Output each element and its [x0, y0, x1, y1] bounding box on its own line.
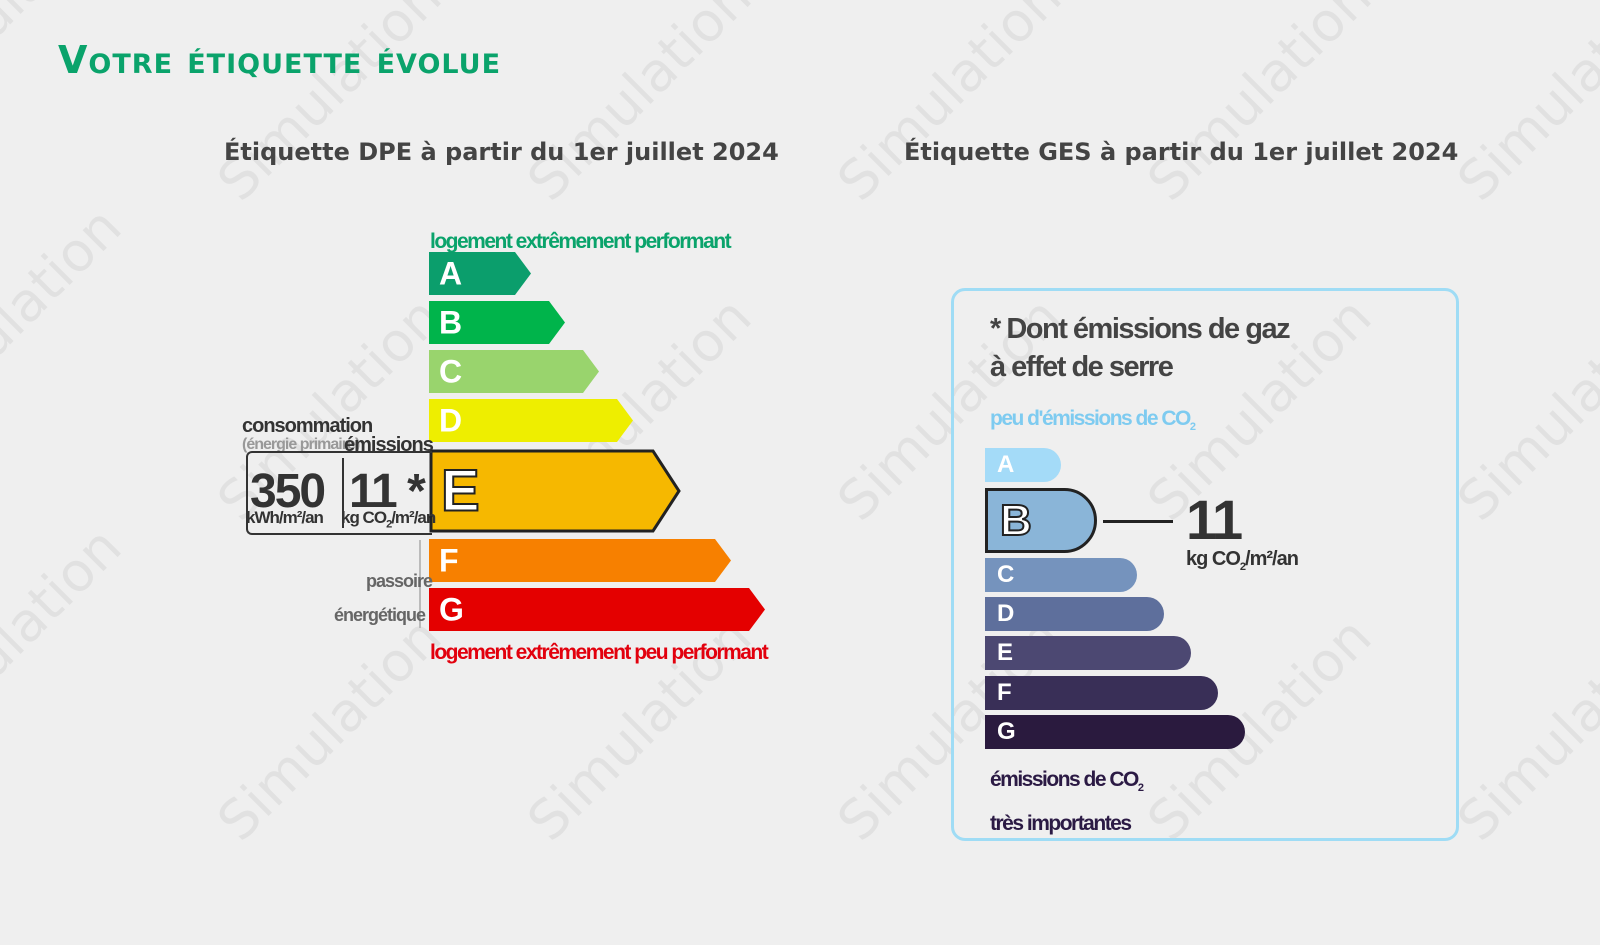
emissions-unit: kg CO2/m²/an: [341, 508, 436, 531]
emissions-value: 11 *: [349, 465, 426, 518]
ges-subtitle: Étiquette GES à partir du 1er juillet 20…: [904, 138, 1459, 166]
consumption-sublabel: (énergie primaire): [242, 436, 360, 453]
ges-class-letter: F: [997, 679, 1012, 706]
dpe-class-b: B: [429, 301, 565, 344]
consumption-label: consommation: [242, 415, 373, 437]
ges-class-letter: A: [997, 451, 1015, 478]
ges-connector-line: [1103, 520, 1173, 523]
dpe-class-letter: G: [439, 591, 464, 627]
dpe-class-f: F: [429, 539, 731, 582]
dpe-class-a: A: [429, 252, 531, 295]
dpe-class-letter: E: [440, 458, 481, 525]
ges-class-f: F: [985, 676, 1218, 710]
ges-unit: kg CO2/m²/an: [1186, 548, 1299, 573]
ges-class-e: E: [985, 636, 1191, 670]
emissions-label: émissions: [344, 434, 434, 456]
watermark-text: Simulation: [1445, 0, 1600, 214]
watermark-text: Simulation: [205, 0, 454, 214]
dpe-value-divider: [342, 458, 344, 528]
dpe-class-letter: B: [439, 304, 463, 340]
ges-heading: * Dont émissions de gaz à effet de serre: [990, 313, 1291, 383]
dpe-class-c: C: [429, 350, 599, 393]
ges-value: 11: [1186, 488, 1243, 551]
watermark-text: Simulation: [825, 0, 1074, 214]
page-title: Votre étiquette évolue: [58, 38, 502, 82]
dpe-top-caption: logement extrêmement performant: [430, 230, 732, 253]
passoire-label: passoire: [366, 571, 433, 591]
ges-class-letter: G: [997, 718, 1016, 745]
ges-top-caption: peu d'émissions de CO2: [990, 407, 1196, 434]
ges-class-letter: D: [997, 600, 1015, 627]
dpe-bottom-caption: logement extrêmement peu performant: [430, 641, 769, 664]
watermark-text: Simulation: [1445, 285, 1600, 533]
ges-class-d: D: [985, 597, 1164, 631]
ges-class-c: C: [985, 558, 1137, 592]
watermark-text: Simulation: [515, 0, 764, 214]
ges-class-g: G: [985, 715, 1245, 749]
consumption-value: 350: [250, 465, 326, 518]
ges-class-a: A: [985, 448, 1061, 482]
watermark-text: Simulation: [1135, 0, 1384, 214]
watermark-text: Simulation: [1445, 605, 1600, 853]
watermark-text: Simulation: [0, 195, 134, 443]
dpe-class-d: D: [429, 399, 633, 442]
ges-bottom-caption: émissions de CO2 très importantes: [990, 768, 1144, 836]
ges-class-b: B: [985, 488, 1097, 553]
watermark-text: Simulation: [205, 605, 454, 853]
dpe-class-g: G: [429, 588, 765, 631]
dpe-class-e: E: [429, 449, 681, 533]
dpe-class-letter: F: [439, 542, 459, 578]
ges-class-letter: E: [997, 639, 1014, 666]
energetique-label: énergétique: [334, 605, 426, 625]
ges-class-letter: B: [999, 495, 1033, 546]
dpe-class-letter: A: [439, 255, 463, 291]
watermark-text: Simulation: [0, 515, 134, 763]
consumption-unit: kWh/m²/an: [246, 508, 324, 527]
dpe-class-letter: C: [439, 353, 463, 389]
dpe-subtitle: Étiquette DPE à partir du 1er juillet 20…: [224, 138, 779, 166]
dpe-value-box: [246, 451, 432, 535]
dpe-class-letter: D: [439, 402, 463, 438]
ges-panel: [951, 288, 1459, 841]
passoire-marker: [419, 540, 421, 628]
ges-class-letter: C: [997, 561, 1015, 588]
